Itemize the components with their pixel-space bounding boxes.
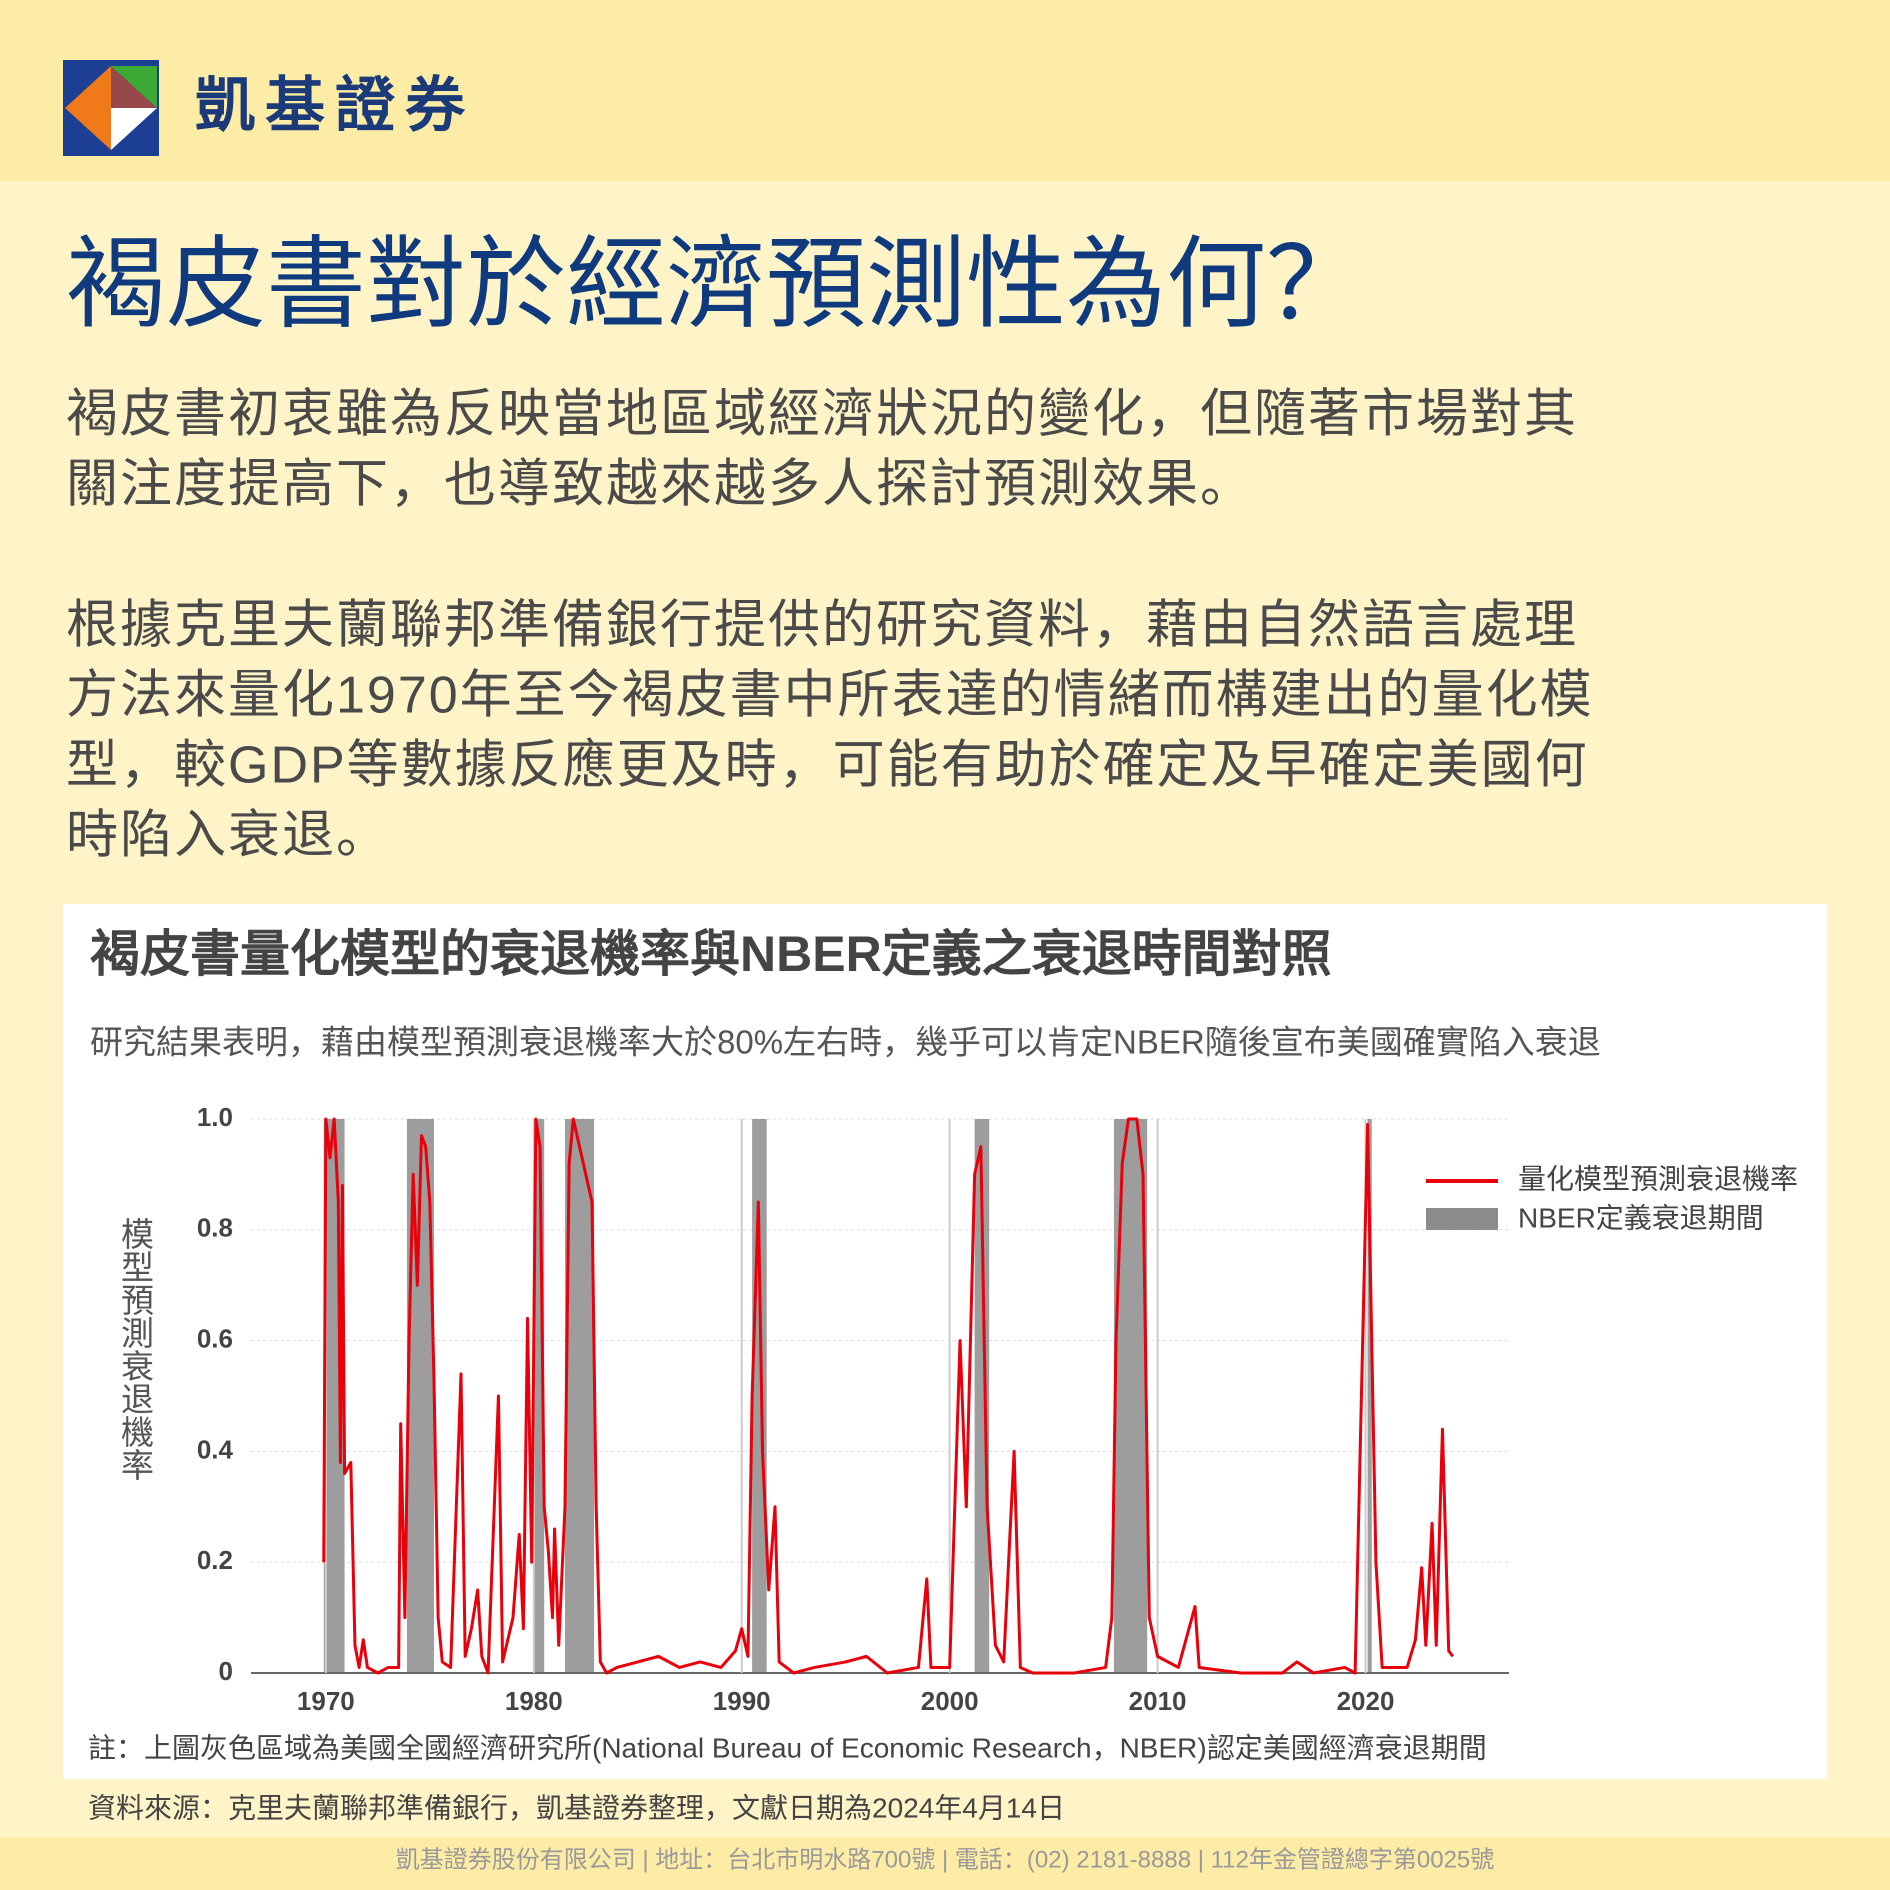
y-tick-label: 0.2 (197, 1545, 233, 1575)
legend-label: NBER定義衰退期間 (1518, 1202, 1764, 1233)
recession-band (974, 1119, 990, 1673)
recession-band (533, 1119, 545, 1673)
x-tick-label: 1990 (713, 1686, 771, 1716)
x-tick-label: 2020 (1337, 1686, 1395, 1716)
x-tick-label: 1980 (505, 1686, 563, 1716)
paragraph-line: 根據克里夫蘭聯邦準備銀行提供的研究資料，藉由自然語言處理 (66, 597, 1578, 655)
chart-title: 褐皮書量化模型的衰退機率與NBER定義之衰退時間對照 (90, 926, 1332, 982)
recession-band (1367, 1119, 1372, 1673)
y-tick-label: 0.8 (197, 1213, 233, 1243)
y-tick-label: 0 (219, 1656, 233, 1686)
page-title: 褐皮書對於經濟預測性為何？ (66, 228, 1366, 340)
x-tick-label: 2000 (921, 1686, 979, 1716)
brand: 凱基證券 (195, 72, 475, 139)
paragraph-line: 關注度提高下，也導致越來越多人探討預測效果。 (66, 456, 1254, 514)
chart-note: 註：上圖灰色區域為美國全國經濟研究所(National Bureau of Ec… (88, 1732, 1487, 1763)
y-tick-label: 0.6 (197, 1323, 233, 1353)
header-band (0, 0, 1890, 181)
paragraph-line: 方法來量化1970年至今褐皮書中所表達的情緒而構建出的量化模 (66, 667, 1594, 725)
series-line (322, 1117, 1455, 1675)
paragraph-line: 褐皮書初衷雖為反映當地區域經濟狀況的變化，但隨著市場對其 (66, 386, 1578, 444)
paragraph-line: 時陷入衰退。 (66, 807, 390, 865)
chart-subtitle: 研究結果表明，藉由模型預測衰退機率大於80%左右時，幾乎可以肯定NBER隨後宣布… (90, 1024, 1601, 1061)
logo (63, 60, 159, 156)
footer-band (0, 1837, 1890, 1890)
footer: 凱基證券股份有限公司 | 地址：台北市明水路700號 | 電話：(02) 218… (396, 1846, 1495, 1873)
x-tick-label: 2010 (1129, 1686, 1187, 1716)
y-tick-label: 0.4 (197, 1434, 234, 1464)
source: 資料來源：克里夫蘭聯邦準備銀行，凱基證券整理，文獻日期為2024年4月14日 (88, 1792, 1065, 1823)
paragraph-line: 型，較GDP等數據反應更及時，可能有助於確定及早確定美國何 (66, 737, 1589, 795)
y-axis-label: 模型預測衰退機率 (117, 1217, 155, 1481)
legend-swatch (1426, 1208, 1498, 1230)
y-tick-label: 1.0 (197, 1102, 233, 1132)
legend-label: 量化模型預測衰退機率 (1518, 1163, 1798, 1194)
x-tick-label: 1970 (297, 1686, 355, 1716)
chart-panel (63, 904, 1827, 1779)
